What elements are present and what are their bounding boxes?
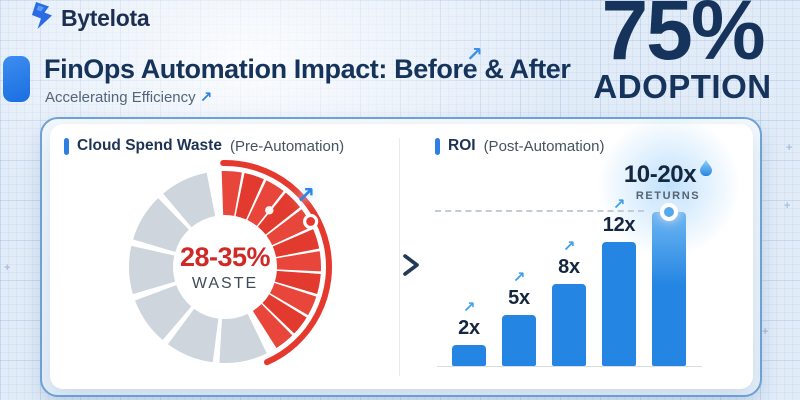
bar-group-5x: ↗ 5x xyxy=(494,268,544,366)
bar-value-label: 12x xyxy=(602,214,636,237)
grid-plus-decoration: + xyxy=(762,326,769,338)
left-chart-title: Cloud Spend Waste (Pre-Automation) xyxy=(64,137,344,155)
grid-plus-decoration: + xyxy=(786,142,793,154)
logo-text: Bytelota xyxy=(61,5,150,31)
top-bar-value: 10-20x xyxy=(623,161,697,188)
bar-value-label: 5x xyxy=(508,286,530,309)
bar-2x xyxy=(452,345,486,366)
top-bar-value-block: 10-20x RETURNS xyxy=(610,160,726,202)
bar-group-10-20x xyxy=(644,202,694,366)
up-right-arrow-icon: ↗ xyxy=(512,268,526,286)
title-tick-icon xyxy=(435,137,440,155)
logo: Bytelota xyxy=(28,2,150,35)
title-accent-block xyxy=(3,56,30,102)
bar-10-20x xyxy=(652,202,686,366)
title-up-right-arrow-icon: ↗ xyxy=(466,44,483,66)
bar-value-label: 8x xyxy=(558,255,580,278)
droplet-icon xyxy=(700,160,713,181)
bar-5x xyxy=(502,314,536,366)
grid-plus-decoration: + xyxy=(784,200,791,212)
waste-range-value: 28-35% xyxy=(179,242,271,272)
stat-label: ADOPTION xyxy=(593,68,772,105)
bar-group-8x: ↗ 8x xyxy=(544,237,594,366)
bar-group-2x: ↗ 2x xyxy=(444,298,494,366)
bytelota-logo-icon xyxy=(28,2,54,35)
up-right-arrow-icon: ↗ xyxy=(612,196,626,214)
up-right-arrow-icon: ↗ xyxy=(562,237,576,255)
stat-value: 75% xyxy=(601,0,765,77)
panel-divider xyxy=(399,138,400,376)
title-tick-icon xyxy=(64,137,69,155)
waste-donut-chart xyxy=(129,160,332,366)
waste-label: WASTE xyxy=(191,275,259,292)
chart-card: Cloud Spend Waste (Pre-Automation) 28-35… xyxy=(50,106,753,389)
donut-up-right-arrow-icon: ↗ xyxy=(296,182,316,208)
bar-top-marker-icon xyxy=(660,202,678,221)
x-axis-baseline xyxy=(437,366,702,367)
subtitle-up-right-arrow-icon: ↗ xyxy=(199,89,213,106)
grid-plus-decoration: + xyxy=(4,262,11,274)
adoption-stat: 75% ADOPTION xyxy=(575,0,790,106)
top-bar-sublabel: RETURNS xyxy=(635,190,701,202)
bar-group-12x: ↗ 12x xyxy=(594,195,644,366)
page-title: FinOps Automation Impact: Before & After xyxy=(44,54,571,84)
page-subtitle: Accelerating Efficiency ↗ xyxy=(45,89,213,106)
reference-dashed-line xyxy=(435,210,644,212)
bar-8x xyxy=(552,283,586,366)
up-right-arrow-icon: ↗ xyxy=(462,299,476,317)
bar-value-label: 2x xyxy=(458,317,480,340)
bar-12x xyxy=(602,242,636,366)
right-chart-title: ROI (Post-Automation) xyxy=(435,137,604,155)
before-after-arrow-icon xyxy=(374,254,419,276)
donut-center-text: 28-35% WASTE xyxy=(155,242,295,293)
